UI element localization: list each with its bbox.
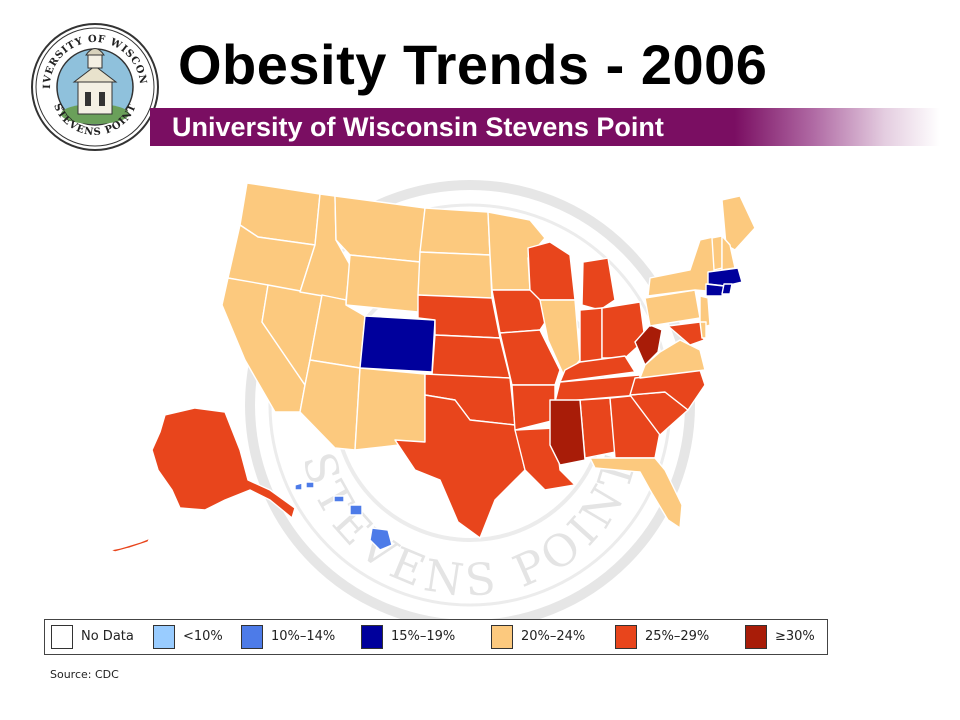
legend-swatch xyxy=(745,625,767,649)
us-obesity-map xyxy=(109,182,756,553)
map-legend: No Data <10% 10%–14% 15%–19% 20%–24% 25%… xyxy=(44,619,828,655)
state-north-dakota xyxy=(419,207,491,256)
state-missouri xyxy=(499,329,561,386)
state-wyoming xyxy=(345,254,421,313)
legend-swatch xyxy=(361,625,383,649)
state-new-jersey xyxy=(699,295,711,329)
legend-label: 10%–14% xyxy=(271,629,336,644)
state-michigan xyxy=(581,257,616,311)
state-west-virginia xyxy=(634,324,663,366)
state-alaska-islands xyxy=(109,537,151,553)
legend-swatch xyxy=(241,625,263,649)
university-name: University of Wisconsin Stevens Point xyxy=(172,112,664,142)
state-hawaii-big xyxy=(369,527,393,551)
state-colorado xyxy=(359,315,436,373)
state-hawaii-oahu xyxy=(294,482,303,491)
legend-label: 25%–29% xyxy=(645,629,710,644)
state-virginia xyxy=(639,339,706,379)
state-texas xyxy=(394,394,526,539)
state-hawaii-kauai xyxy=(305,481,315,489)
page-title: Obesity Trends - 2006 xyxy=(178,33,768,96)
state-vermont xyxy=(711,235,723,271)
state-indiana xyxy=(579,307,603,366)
state-maine xyxy=(721,195,756,251)
state-south-dakota xyxy=(417,251,493,301)
state-delaware xyxy=(699,321,707,339)
legend-swatch xyxy=(153,625,175,649)
state-hawaii-maui xyxy=(349,504,363,516)
state-wisconsin xyxy=(527,241,576,301)
state-new-mexico xyxy=(354,367,426,451)
state-florida xyxy=(589,457,683,529)
state-shapes xyxy=(109,182,756,553)
legend-swatch xyxy=(615,625,637,649)
source-note: Source: CDC xyxy=(50,668,119,681)
state-arkansas xyxy=(511,384,556,431)
state-massachusetts xyxy=(707,267,743,287)
university-banner: University of Wisconsin Stevens Point xyxy=(150,108,940,146)
legend-swatch xyxy=(51,625,73,649)
state-hawaii-molokai xyxy=(333,495,345,503)
legend-label: 20%–24% xyxy=(521,629,586,644)
university-seal-logo: UNIVERSITY OF WISCONSIN STEVENS POINT xyxy=(30,22,159,151)
state-montana xyxy=(334,195,426,263)
legend-label: <10% xyxy=(183,629,223,644)
legend-swatch xyxy=(491,625,513,649)
state-alaska xyxy=(151,407,296,519)
legend-label: ≥30% xyxy=(775,629,815,644)
state-mississippi xyxy=(549,399,586,466)
state-rhode-island xyxy=(721,283,733,295)
state-alabama xyxy=(579,397,616,459)
legend-label: No Data xyxy=(81,629,134,644)
state-kansas xyxy=(431,334,511,379)
legend-label: 15%–19% xyxy=(391,629,456,644)
state-maryland xyxy=(667,321,705,346)
state-kentucky xyxy=(559,355,636,383)
state-arizona xyxy=(299,359,361,451)
state-connecticut xyxy=(705,283,725,297)
state-ohio xyxy=(601,301,646,359)
